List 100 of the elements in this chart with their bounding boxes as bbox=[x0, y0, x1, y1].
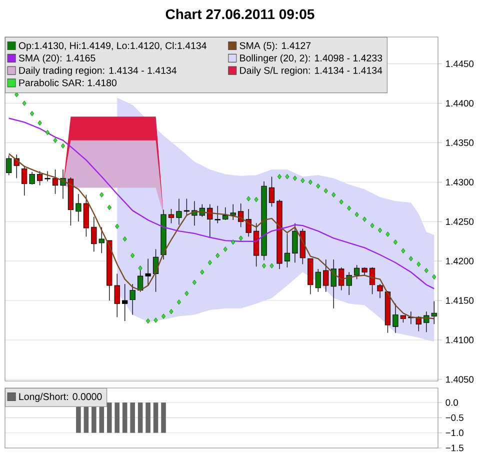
candlestick bbox=[369, 267, 376, 295]
candlestick bbox=[246, 208, 252, 237]
candlestick bbox=[392, 303, 398, 334]
point bbox=[300, 178, 305, 184]
point bbox=[169, 308, 174, 314]
point bbox=[176, 299, 181, 305]
point bbox=[107, 204, 112, 210]
chart-title: Chart 27.06.2011 09:05 bbox=[166, 8, 314, 20]
point bbox=[354, 212, 359, 218]
point bbox=[238, 236, 243, 241]
point bbox=[216, 252, 220, 258]
point bbox=[246, 196, 251, 202]
candlestick bbox=[354, 264, 360, 280]
line-series bbox=[8, 118, 435, 290]
candlestick bbox=[36, 170, 43, 186]
y-tick-label: 1.4450 bbox=[446, 60, 474, 68]
candlestick bbox=[284, 233, 290, 268]
point bbox=[270, 263, 274, 268]
y-tick-label: 1.4150 bbox=[446, 297, 474, 304]
point bbox=[362, 216, 367, 222]
point bbox=[60, 143, 65, 148]
legend-label: Parabolic SAR: 1.4180 bbox=[19, 79, 117, 86]
candlestick bbox=[431, 300, 437, 325]
point bbox=[115, 224, 120, 229]
candlestick bbox=[176, 198, 182, 226]
y-tick-label: −1.0 bbox=[446, 430, 464, 436]
point bbox=[408, 256, 413, 262]
point bbox=[53, 138, 58, 143]
point bbox=[277, 174, 282, 180]
candlestick bbox=[168, 208, 174, 224]
point bbox=[292, 176, 297, 181]
y-tick-label: 1.4250 bbox=[446, 218, 474, 225]
candlestick bbox=[315, 268, 321, 292]
candlestick bbox=[207, 204, 213, 238]
point bbox=[339, 199, 344, 204]
candlestick bbox=[44, 170, 50, 182]
candlestick bbox=[6, 155, 12, 176]
candlestick bbox=[122, 284, 128, 322]
candlestick bbox=[230, 204, 236, 220]
candlestick bbox=[222, 207, 228, 220]
point bbox=[46, 130, 50, 136]
legend-label: Long/Short: 0.0000 bbox=[19, 392, 102, 402]
point bbox=[30, 110, 34, 116]
legend-label: Bollinger (20, 2): 1.4098 - 1.4233 bbox=[240, 54, 382, 64]
y-tick-label: 1.4300 bbox=[446, 178, 474, 186]
legend-label: Daily trading region: 1.4134 - 1.4134 bbox=[19, 66, 176, 76]
point bbox=[138, 266, 142, 271]
point bbox=[208, 260, 212, 266]
point bbox=[254, 196, 258, 202]
candlestick bbox=[76, 194, 82, 222]
point bbox=[200, 270, 204, 275]
point bbox=[262, 263, 266, 268]
candlestick bbox=[292, 222, 298, 263]
point bbox=[401, 248, 406, 254]
candlestick bbox=[130, 284, 136, 316]
legend-label: Op:1.4130, Hi:1.4149, Lo:1.4120, Cl:1.4134 bbox=[18, 42, 206, 51]
point bbox=[122, 236, 127, 242]
candlestick bbox=[424, 311, 430, 332]
y-tick-label: −0.5 bbox=[446, 414, 464, 421]
point bbox=[370, 222, 374, 228]
point bbox=[22, 100, 26, 106]
point bbox=[130, 252, 135, 258]
y-tick-label: 0.0 bbox=[446, 399, 458, 406]
candlestick bbox=[377, 284, 383, 298]
point bbox=[223, 246, 228, 252]
y-tick-label: 1.4400 bbox=[446, 100, 474, 107]
point bbox=[324, 188, 328, 194]
point bbox=[184, 290, 189, 296]
point bbox=[432, 274, 436, 280]
candlestick bbox=[346, 272, 352, 296]
point bbox=[316, 184, 320, 189]
y-tick-label: 1.4350 bbox=[446, 139, 474, 146]
point bbox=[386, 232, 390, 237]
point bbox=[424, 268, 428, 274]
point bbox=[378, 228, 382, 233]
candlestick bbox=[52, 169, 58, 194]
y-tick-label: 1.4100 bbox=[446, 336, 474, 344]
point bbox=[38, 120, 42, 126]
point bbox=[100, 192, 104, 198]
point bbox=[146, 318, 150, 324]
point bbox=[154, 318, 158, 323]
candlestick bbox=[268, 176, 275, 207]
candlestick bbox=[98, 226, 104, 254]
candlestick bbox=[29, 172, 35, 185]
point bbox=[332, 192, 336, 198]
point bbox=[347, 206, 352, 211]
y-tick-label: 1.4200 bbox=[446, 258, 474, 264]
legend-label: SMA (20): 1.4165 bbox=[18, 54, 96, 64]
candlestick bbox=[184, 198, 190, 216]
y-tick-label: −1.5 bbox=[446, 444, 464, 452]
candlestick bbox=[145, 258, 151, 286]
point bbox=[231, 240, 236, 245]
point bbox=[192, 280, 196, 285]
point bbox=[285, 174, 290, 180]
point bbox=[162, 314, 166, 319]
candlestick bbox=[214, 206, 220, 224]
legend-label: Daily S/L region: 1.4134 - 1.4134 bbox=[240, 66, 382, 76]
point bbox=[416, 262, 421, 267]
candlestick bbox=[338, 267, 344, 291]
point bbox=[393, 240, 398, 245]
